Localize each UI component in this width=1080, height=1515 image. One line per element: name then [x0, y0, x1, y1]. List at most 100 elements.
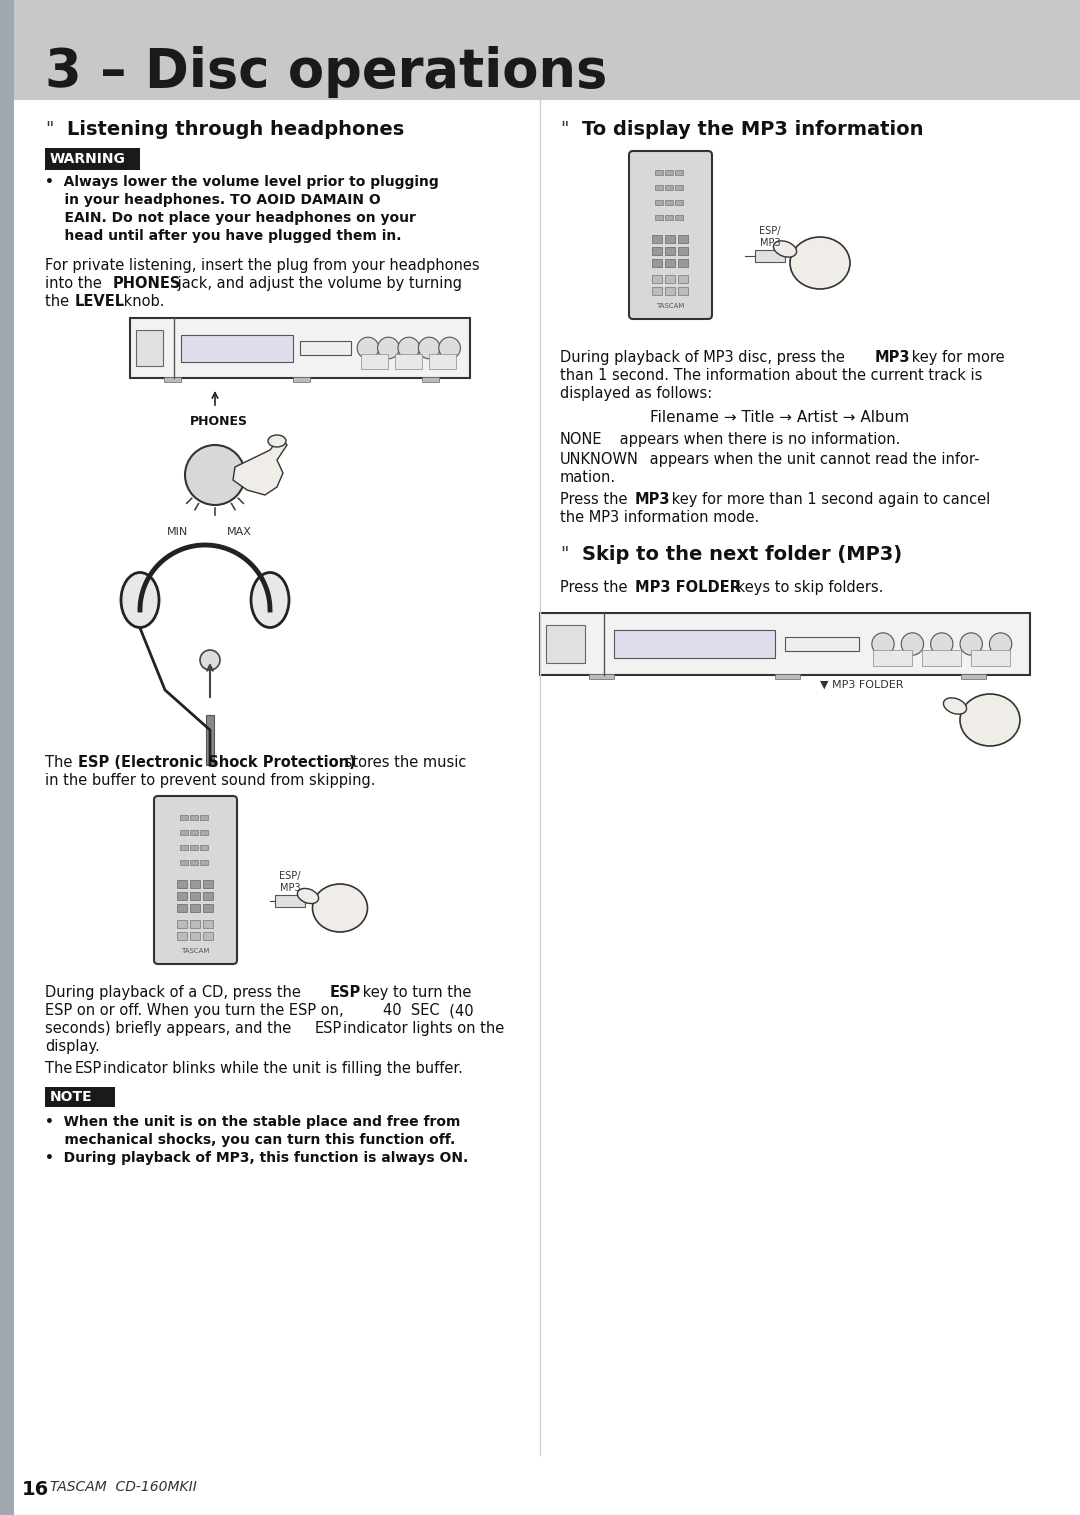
Bar	[203, 892, 213, 900]
Bar	[190, 845, 198, 850]
Bar	[678, 276, 688, 283]
Bar	[200, 861, 208, 865]
Bar	[654, 200, 663, 205]
Bar	[180, 845, 188, 850]
Bar	[654, 215, 663, 220]
Bar	[275, 895, 305, 907]
Text: (40: (40	[440, 1003, 474, 1018]
Bar	[665, 215, 673, 220]
Bar	[654, 170, 663, 176]
Text: EAIN. Do not place your headphones on your: EAIN. Do not place your headphones on yo…	[45, 211, 416, 226]
Text: To display the MP3 information: To display the MP3 information	[582, 120, 923, 139]
Text: the: the	[45, 294, 73, 309]
Ellipse shape	[268, 435, 286, 447]
Text: During playback of a CD, press the: During playback of a CD, press the	[45, 985, 306, 1000]
Circle shape	[185, 445, 245, 504]
Bar	[665, 235, 675, 242]
Circle shape	[378, 338, 400, 359]
Text: ESP on or off. When you turn the ESP on,: ESP on or off. When you turn the ESP on,	[45, 1003, 348, 1018]
Bar	[0, 1435, 14, 1515]
Bar	[665, 185, 673, 189]
Bar	[678, 286, 688, 295]
Circle shape	[931, 633, 953, 654]
Ellipse shape	[121, 573, 159, 627]
Bar	[395, 355, 422, 370]
Bar	[181, 335, 293, 362]
Bar	[675, 170, 683, 176]
Text: PHONES: PHONES	[190, 415, 248, 429]
Circle shape	[418, 338, 440, 359]
Text: indicator blinks while the unit is filling the buffer.: indicator blinks while the unit is filli…	[103, 1060, 463, 1076]
Bar	[678, 247, 688, 255]
Bar	[0, 0, 1080, 100]
Text: knob.: knob.	[119, 294, 164, 309]
Text: keys to skip folders.: keys to skip folders.	[732, 580, 883, 595]
Text: seconds) briefly appears, and the: seconds) briefly appears, and the	[45, 1021, 296, 1036]
Bar	[200, 830, 208, 835]
Bar	[190, 932, 200, 939]
Text: 16: 16	[22, 1480, 50, 1498]
Bar	[177, 920, 187, 929]
Bar	[190, 892, 200, 900]
Circle shape	[901, 633, 923, 654]
Bar	[675, 185, 683, 189]
Bar	[678, 259, 688, 267]
Ellipse shape	[297, 888, 319, 903]
Bar	[546, 626, 585, 662]
Text: jack, and adjust the volume by turning: jack, and adjust the volume by turning	[173, 276, 462, 291]
Text: the MP3 information mode.: the MP3 information mode.	[561, 511, 759, 526]
Text: into the: into the	[45, 276, 107, 291]
Bar	[203, 880, 213, 888]
Bar	[665, 200, 673, 205]
Text: Filename → Title → Artist → Album: Filename → Title → Artist → Album	[650, 411, 909, 426]
Text: LEVEL: LEVEL	[75, 294, 125, 309]
FancyBboxPatch shape	[629, 152, 712, 320]
Text: Skip to the next folder (MP3): Skip to the next folder (MP3)	[582, 545, 902, 564]
Bar	[45, 1086, 114, 1107]
Bar	[200, 815, 208, 820]
Bar	[971, 650, 1011, 665]
Bar	[190, 830, 198, 835]
Text: in your headphones. TO AOID DAMAIN O: in your headphones. TO AOID DAMAIN O	[45, 192, 381, 208]
Text: For private listening, insert the plug from your headphones: For private listening, insert the plug f…	[45, 258, 480, 273]
Text: than 1 second. The information about the current track is: than 1 second. The information about the…	[561, 368, 983, 383]
Bar	[422, 377, 440, 382]
FancyBboxPatch shape	[154, 795, 237, 964]
Bar	[775, 674, 799, 679]
Ellipse shape	[251, 573, 289, 627]
Bar	[613, 630, 775, 658]
Text: 3 – Disc operations: 3 – Disc operations	[45, 45, 607, 98]
Text: ESP: ESP	[330, 985, 361, 1000]
Text: •  During playback of MP3, this function is always ON.: • During playback of MP3, this function …	[45, 1151, 469, 1165]
Bar	[136, 330, 163, 367]
Circle shape	[399, 338, 420, 359]
Bar	[589, 674, 613, 679]
Circle shape	[438, 338, 460, 359]
Ellipse shape	[312, 883, 367, 932]
Bar	[177, 932, 187, 939]
Text: MP3: MP3	[875, 350, 910, 365]
Bar	[300, 341, 351, 355]
Bar	[675, 200, 683, 205]
Ellipse shape	[789, 236, 850, 289]
Bar	[874, 650, 913, 665]
Bar	[961, 674, 986, 679]
Bar	[665, 286, 675, 295]
Bar	[164, 377, 181, 382]
Ellipse shape	[944, 698, 967, 714]
Circle shape	[357, 338, 379, 359]
Bar	[203, 932, 213, 939]
Bar	[200, 845, 208, 850]
Text: MP3: MP3	[635, 492, 671, 508]
Text: TASCAM  CD-160MKII: TASCAM CD-160MKII	[50, 1480, 197, 1494]
Bar	[665, 247, 675, 255]
Text: ESP: ESP	[315, 1021, 342, 1036]
Bar	[652, 247, 662, 255]
Text: The: The	[45, 1060, 77, 1076]
Bar	[180, 830, 188, 835]
Bar	[206, 715, 214, 765]
Circle shape	[989, 633, 1012, 654]
Bar	[190, 920, 200, 929]
Bar	[654, 185, 663, 189]
Text: PHONES: PHONES	[113, 276, 181, 291]
